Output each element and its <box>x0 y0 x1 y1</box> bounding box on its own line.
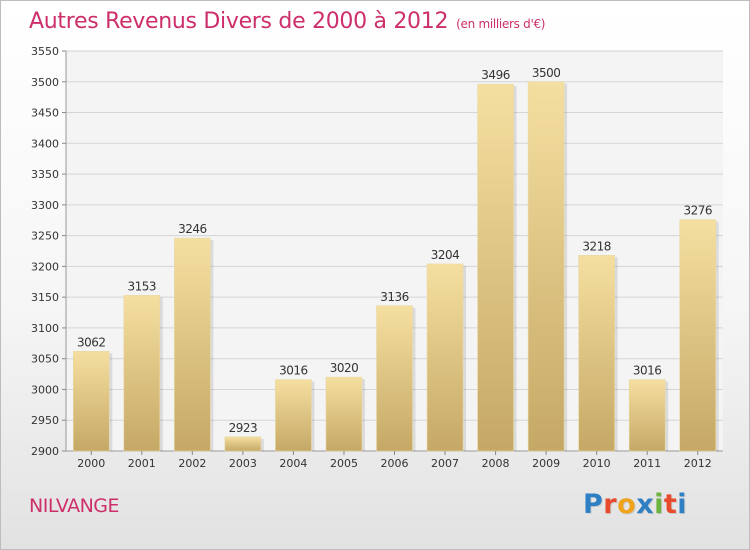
y-tick-label: 3550 <box>31 45 59 58</box>
y-tick-label: 3250 <box>31 230 59 243</box>
y-tick-label: 2950 <box>31 414 59 427</box>
logo-letter: x <box>636 489 655 520</box>
x-tick-label: 2006 <box>381 457 409 470</box>
x-tick-label: 2004 <box>279 457 307 470</box>
x-tick-label: 2007 <box>431 457 459 470</box>
data-label: 3204 <box>431 248 460 262</box>
y-tick-label: 2900 <box>31 445 59 458</box>
y-tick-label: 3450 <box>31 107 59 120</box>
bar <box>426 263 464 452</box>
x-tick-label: 2001 <box>128 457 156 470</box>
y-tick-label: 3150 <box>31 291 59 304</box>
bar <box>628 379 666 452</box>
y-tick-label: 3100 <box>31 322 59 335</box>
chart-title: Autres Revenus Divers de 2000 à 2012 (en … <box>29 9 545 34</box>
data-label: 3016 <box>279 364 308 378</box>
logo-letter: r <box>603 489 618 520</box>
logo-letter: P <box>583 489 604 520</box>
bar <box>275 379 312 452</box>
bar <box>679 219 717 452</box>
x-tick-label: 2005 <box>330 457 358 470</box>
data-label: 3218 <box>582 239 611 253</box>
bar <box>578 255 615 452</box>
x-tick-label: 2000 <box>77 457 105 470</box>
x-tick-label: 2011 <box>633 457 661 470</box>
bar <box>72 351 110 452</box>
y-tick-label: 3050 <box>31 353 59 366</box>
y-tick-label: 3000 <box>31 383 59 396</box>
x-tick-label: 2010 <box>583 457 611 470</box>
bar <box>477 83 514 452</box>
y-tick-label: 3200 <box>31 260 59 273</box>
logo-letter: i <box>654 489 664 520</box>
logo-letter: o <box>617 489 637 520</box>
town-name: NILVANGE <box>29 495 120 517</box>
bar <box>174 237 211 452</box>
bar <box>224 436 262 452</box>
data-label: 3500 <box>532 66 561 80</box>
x-tick-label: 2008 <box>482 457 510 470</box>
bar <box>376 305 413 452</box>
data-label: 2923 <box>229 421 258 435</box>
data-label: 3496 <box>481 68 510 82</box>
data-label: 3062 <box>77 335 106 349</box>
y-tick-label: 3500 <box>31 76 59 89</box>
proxiti-logo: Proxiti <box>583 489 687 520</box>
bar <box>325 376 363 452</box>
y-tick-label: 3300 <box>31 199 59 212</box>
data-label: 3276 <box>683 204 712 218</box>
y-tick-label: 3350 <box>31 168 59 181</box>
data-label: 3246 <box>178 222 207 236</box>
logo-letter: i <box>677 489 688 520</box>
x-tick-label: 2003 <box>229 457 257 470</box>
data-label: 3020 <box>330 361 359 375</box>
x-tick-label: 2012 <box>684 457 712 470</box>
bar <box>123 295 161 452</box>
bar <box>527 81 565 452</box>
logo-letter: t <box>663 489 678 520</box>
y-tick-label: 3400 <box>31 137 59 150</box>
x-tick-label: 2002 <box>178 457 206 470</box>
data-label: 3153 <box>128 279 157 293</box>
data-label: 3016 <box>633 364 662 378</box>
chart-title-text: Autres Revenus Divers de 2000 à 2012 <box>29 9 449 34</box>
x-tick-label: 2009 <box>532 457 560 470</box>
data-label: 3136 <box>380 290 409 304</box>
chart-subtitle: (en milliers d'€) <box>456 17 546 31</box>
